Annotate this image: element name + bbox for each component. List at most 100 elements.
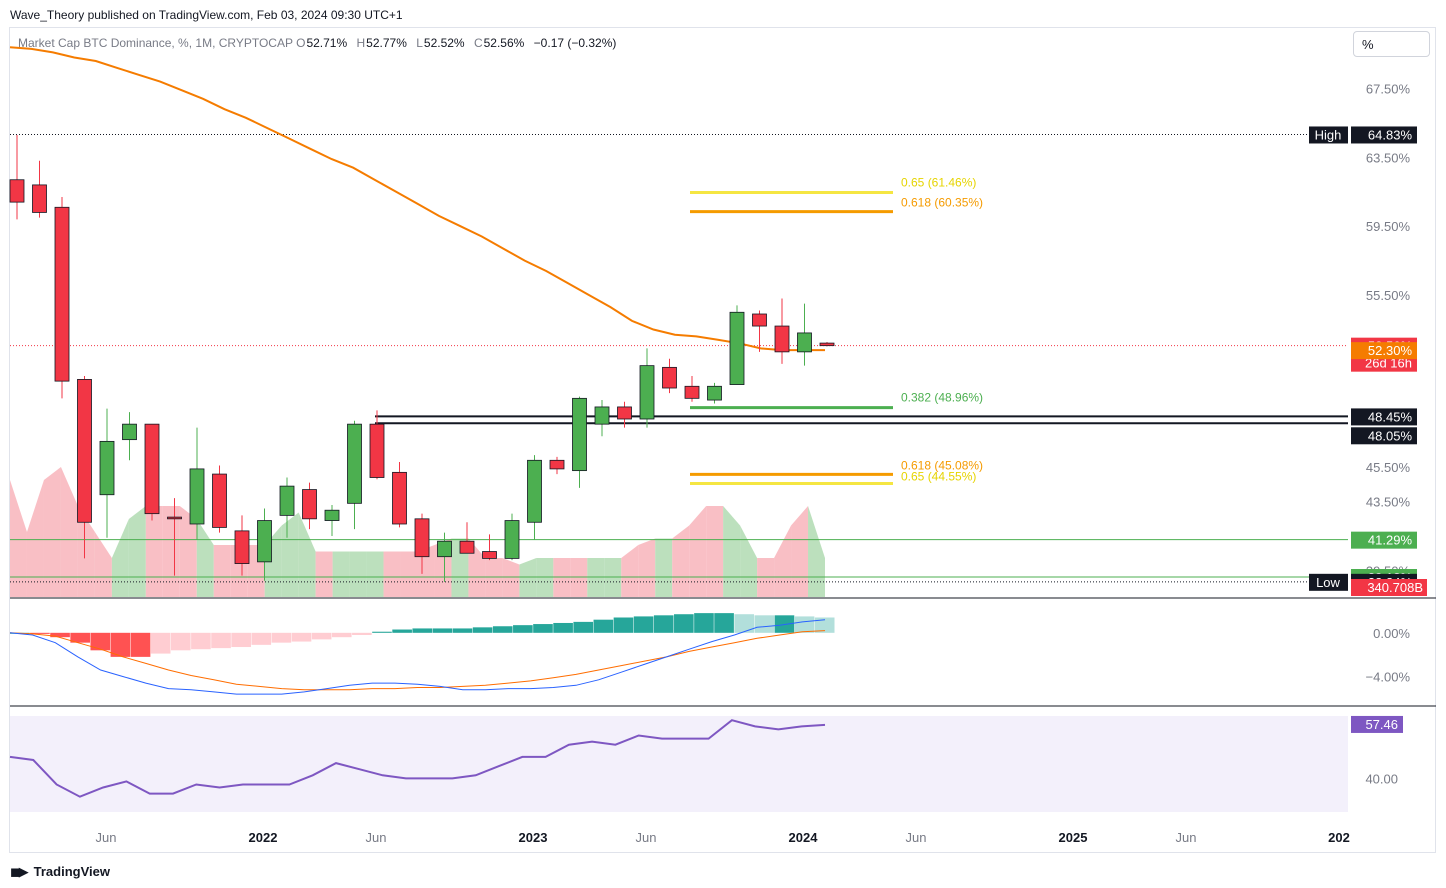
volume-axis-tag <box>1351 579 1427 596</box>
price-tick-label: 45.50% <box>1366 460 1411 475</box>
candle-body[interactable] <box>774 325 790 353</box>
open-label: O <box>296 36 306 50</box>
candle-body[interactable] <box>707 385 722 401</box>
volume-segment <box>145 506 163 597</box>
macd-histogram-bar <box>573 621 594 633</box>
candle-body[interactable] <box>234 530 250 564</box>
close-value: 52.56% <box>483 36 525 50</box>
candle-body[interactable] <box>819 342 835 347</box>
candle-body[interactable] <box>144 423 160 515</box>
macd-histogram-bar <box>90 632 111 651</box>
close-label: C <box>473 36 483 50</box>
candle-body[interactable] <box>189 468 205 525</box>
candle-body[interactable] <box>32 184 47 213</box>
macd-histogram-bar <box>372 631 392 633</box>
fib-level-label: 0.382 (48.96%) <box>901 391 983 405</box>
time-tick-label: Jun <box>96 830 117 845</box>
rsi-axis-tag <box>1351 715 1403 733</box>
volume-segment <box>43 467 61 597</box>
candle-body[interactable] <box>369 423 385 478</box>
time-tick-label: 2023 <box>519 830 548 845</box>
candle-body[interactable] <box>572 397 587 472</box>
candle-body[interactable] <box>77 379 92 523</box>
candle-body[interactable] <box>122 423 137 441</box>
price-axis[interactable]: 67.50%63.50%59.50%55.50%45.50%43.50%39.5… <box>1309 82 1427 787</box>
price-tick-label: 43.50% <box>1366 495 1411 510</box>
scale-selector[interactable]: % <box>1353 31 1430 57</box>
price-tick-label: 63.50% <box>1366 150 1411 165</box>
candle-body[interactable] <box>662 366 677 389</box>
candle-body[interactable] <box>257 520 272 563</box>
candle-body[interactable] <box>459 540 475 554</box>
candle-body[interactable] <box>617 406 632 420</box>
candle-body[interactable] <box>414 518 430 558</box>
macd-histogram-bar <box>754 615 775 633</box>
fib-levels: 0.65 (61.46%) 0.618 (60.35%) 0.382 (48.96%… <box>690 175 983 486</box>
candle-body[interactable] <box>99 440 115 496</box>
low-value: 52.52% <box>423 36 465 50</box>
candle-body[interactable] <box>797 332 812 353</box>
price-tick-label: 55.50% <box>1366 288 1411 303</box>
volume-segment <box>10 480 27 597</box>
macd-histogram-bar <box>412 628 433 633</box>
price-axis-tag-label: 48.45% <box>1368 409 1413 424</box>
macd-histogram-bar <box>653 615 674 633</box>
tradingview-logo-icon: ◼▶ <box>10 864 29 879</box>
macd-histogram-bar <box>794 616 815 633</box>
price-axis-tag <box>1351 427 1417 445</box>
candle-body[interactable] <box>9 179 25 203</box>
time-tick-label: Jun <box>1176 830 1197 845</box>
volume-segment <box>791 506 809 597</box>
volume-segment <box>706 506 724 597</box>
candle-body[interactable] <box>347 423 362 504</box>
volume-segment <box>808 506 825 597</box>
candle-body[interactable] <box>729 311 745 385</box>
candle-body[interactable] <box>279 485 295 516</box>
candle-body[interactable] <box>482 551 497 559</box>
candle-body[interactable] <box>504 520 520 559</box>
candle-body[interactable] <box>392 471 407 525</box>
macd-histogram-bar <box>331 632 352 638</box>
volume-segment <box>179 506 197 597</box>
candle-body[interactable] <box>639 365 655 420</box>
footer-brand[interactable]: ◼▶ TradingView <box>10 864 110 880</box>
symbol-name[interactable]: Market Cap BTC Dominance, %, 1M, CRYPTOC… <box>18 36 293 50</box>
horizontal-levels <box>10 133 1348 583</box>
volume-segment <box>723 506 741 597</box>
time-axis[interactable]: Jun 2022 Jun 2023 Jun 2024 Jun 2025 Jun 202 <box>96 830 1350 845</box>
candle-body[interactable] <box>324 509 340 521</box>
candle-body[interactable] <box>684 385 700 399</box>
macd-histogram-bar <box>352 632 372 635</box>
candle-body[interactable] <box>527 459 542 523</box>
price-tick-label: 67.50% <box>1366 82 1411 97</box>
volume-segment <box>621 545 639 597</box>
macd-histogram-bar <box>150 632 171 654</box>
volume-segment <box>774 525 792 597</box>
candle-body[interactable] <box>549 459 565 470</box>
macd-histogram-bar <box>674 614 694 633</box>
rsi-tick-label: 40.00 <box>1365 771 1398 786</box>
volume-segment <box>638 538 656 597</box>
candle-body[interactable] <box>594 406 610 425</box>
candle-body[interactable] <box>54 206 70 382</box>
candle-body[interactable] <box>212 473 227 528</box>
candle-body[interactable] <box>752 313 767 327</box>
macd-histogram-bar <box>533 624 553 633</box>
price-axis-tag <box>1351 342 1417 360</box>
candle-body[interactable] <box>302 489 317 520</box>
candles[interactable] <box>9 134 835 582</box>
time-tick-label: 202 <box>1328 830 1350 845</box>
candle-body[interactable] <box>167 516 182 520</box>
macd-histogram-bar <box>291 632 312 642</box>
time-tick-label: 2024 <box>789 830 819 845</box>
macd-line <box>9 619 826 695</box>
volume-segment <box>400 551 418 597</box>
candle-body[interactable] <box>437 540 452 558</box>
high-label: H <box>356 36 366 50</box>
volume-segment <box>298 512 316 597</box>
macd-tick-label: −4.00% <box>1366 670 1411 685</box>
price-axis-tag-label: 64.83% <box>1368 127 1413 142</box>
rsi-pane <box>9 719 826 798</box>
volume-segment <box>383 551 401 597</box>
